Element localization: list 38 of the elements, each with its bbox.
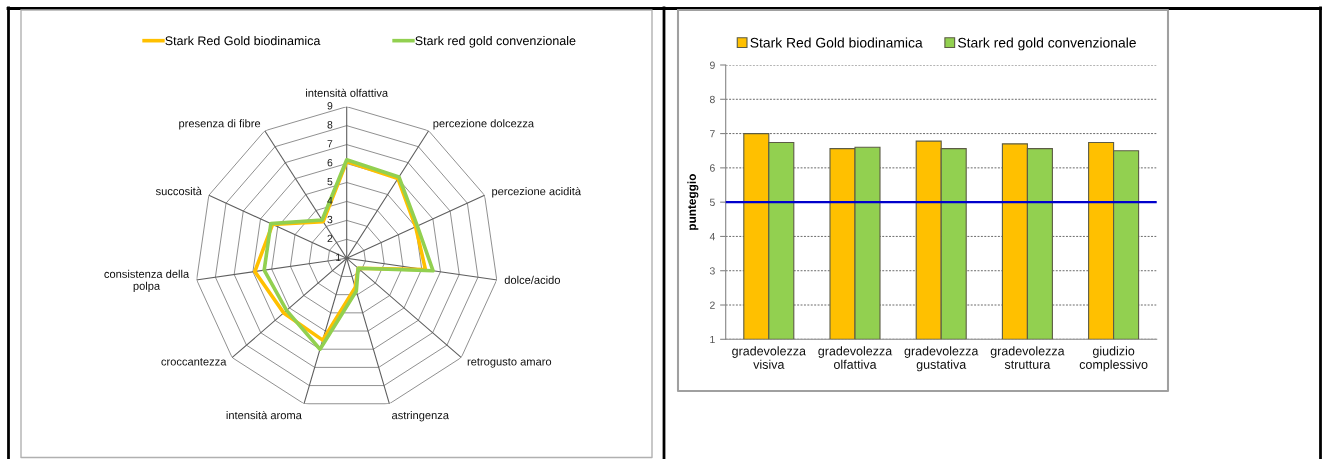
x-tick-label: gradevolezza struttura <box>990 346 1065 369</box>
spoke-label: percezione dolcezza <box>433 119 535 130</box>
spoke-label: retrogusto amaro <box>467 358 552 368</box>
y-axis-title: punteggio <box>687 174 699 230</box>
legend-label: Stark red gold convenzionale <box>958 37 1136 51</box>
spoke-label: astringenza <box>392 411 449 422</box>
x-tick-label: giudizio complessivo <box>1079 346 1148 372</box>
spoke-label: consistenza della polpa <box>104 269 190 293</box>
y-tick-label: 3 <box>327 215 333 224</box>
legend-label: Stark Red Gold biodinamica <box>750 37 923 48</box>
y-tick-label: 4 <box>709 233 715 241</box>
y-tick-label: 8 <box>327 121 333 129</box>
y-tick-label: 1 <box>710 335 715 344</box>
spoke-label: croccantezza <box>161 358 227 366</box>
spoke-label: presenza di fibre <box>179 119 261 130</box>
y-tick-label: 1 <box>336 253 341 261</box>
spoke-label: percezione acidità <box>492 186 582 198</box>
y-tick-label: 7 <box>710 130 715 138</box>
y-tick-label: 5 <box>709 198 715 207</box>
y-tick-label: 5 <box>327 178 333 186</box>
y-tick-label: 8 <box>709 95 715 104</box>
spoke-label: intensità olfattiva <box>306 88 389 97</box>
y-tick-label: 6 <box>327 158 333 167</box>
y-tick-label: 2 <box>327 234 333 243</box>
spoke-label: succosità <box>155 186 202 196</box>
spoke-label: dolce/acido <box>504 275 561 284</box>
x-tick-label: gradevolezza olfattiva <box>818 346 893 369</box>
y-tick-label: 2 <box>710 301 715 309</box>
y-tick-label: 9 <box>709 61 715 69</box>
legend-label: Stark red gold convenzionale <box>415 35 576 48</box>
x-tick-label: gradevolezza visiva <box>732 346 806 369</box>
y-tick-label: 3 <box>709 267 715 275</box>
y-tick-label: 6 <box>710 164 715 172</box>
spoke-label: intensità aroma <box>226 410 302 420</box>
y-tick-label: 7 <box>327 140 333 148</box>
legend-label: Stark Red Gold biodinamica <box>165 35 321 46</box>
y-tick-label: 9 <box>327 102 333 110</box>
x-tick-label: gradevolezza gustativa <box>904 346 979 372</box>
